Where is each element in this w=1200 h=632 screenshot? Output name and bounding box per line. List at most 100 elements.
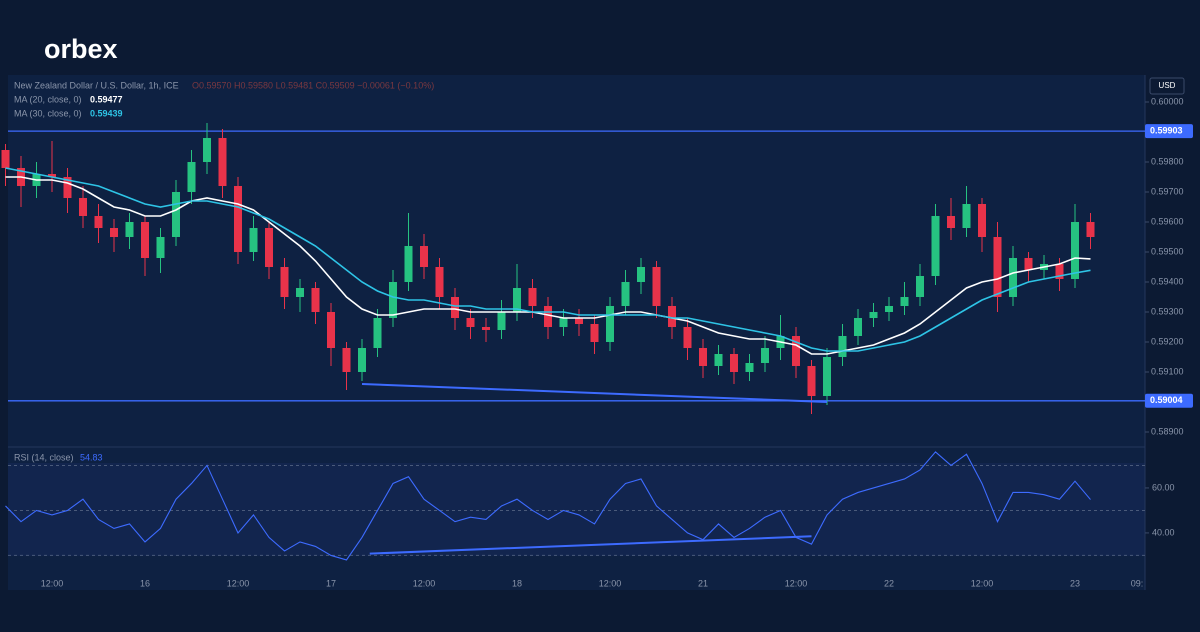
chart-title: New Zealand Dollar / U.S. Dollar, 1h, IC… bbox=[14, 80, 179, 90]
candle-body bbox=[993, 237, 1002, 297]
candle-body bbox=[528, 288, 537, 306]
candle-body bbox=[668, 306, 676, 327]
y-tick-label: 0.59700 bbox=[1151, 186, 1184, 196]
candle-body bbox=[311, 288, 320, 312]
candle-body bbox=[342, 348, 351, 372]
candle-body bbox=[497, 312, 506, 330]
rsi-trendline bbox=[369, 535, 812, 555]
legend-name: MA (20, close, 0) bbox=[14, 94, 82, 104]
candle-body bbox=[141, 222, 149, 258]
candle-body bbox=[466, 318, 475, 327]
candle-body bbox=[187, 162, 196, 192]
candle-body bbox=[559, 318, 568, 327]
candle-body bbox=[1055, 264, 1064, 279]
x-tick-label: 16 bbox=[140, 578, 150, 588]
candle-body bbox=[916, 276, 924, 297]
candle-body bbox=[823, 357, 831, 396]
y-tick-label: 0.59400 bbox=[1151, 276, 1184, 286]
candle-body bbox=[358, 348, 366, 372]
rsi-line bbox=[5, 451, 1091, 561]
candle-body bbox=[435, 267, 444, 297]
y-tick-label: 0.60000 bbox=[1151, 96, 1184, 106]
candle-body bbox=[482, 327, 490, 330]
candle-body bbox=[280, 267, 289, 297]
quote: O0.59570 H0.59580 L0.59481 C0.59509 −0.0… bbox=[192, 80, 434, 90]
candle-body bbox=[1071, 222, 1079, 279]
candle-body bbox=[714, 354, 723, 366]
moving-average bbox=[5, 167, 1091, 352]
candle-body bbox=[606, 306, 614, 342]
x-tick-label: 12:00 bbox=[41, 578, 64, 588]
rsi-name: RSI (14, close) bbox=[14, 452, 74, 462]
level-label: 0.59004 bbox=[1150, 395, 1183, 405]
candle-body bbox=[683, 327, 692, 348]
candle-body bbox=[621, 282, 630, 306]
x-tick-label: 12:00 bbox=[413, 578, 436, 588]
candle-body bbox=[48, 174, 56, 177]
moving-average bbox=[5, 176, 1091, 355]
candle-body bbox=[962, 204, 971, 228]
candle-body bbox=[1024, 258, 1033, 270]
candle-body bbox=[869, 312, 878, 318]
currency-box bbox=[1149, 77, 1185, 95]
candle-body bbox=[420, 246, 428, 267]
candle-body bbox=[373, 318, 382, 348]
x-tick-label: 17 bbox=[326, 578, 336, 588]
candle-body bbox=[172, 192, 180, 237]
candle-body bbox=[218, 138, 227, 186]
x-tick-label: 23 bbox=[1070, 578, 1080, 588]
candle-body bbox=[249, 228, 258, 252]
candle-body bbox=[265, 228, 273, 267]
rsi-tick-label: 40.00 bbox=[1152, 527, 1175, 537]
candle-body bbox=[544, 306, 552, 327]
candle-body bbox=[792, 336, 800, 366]
level-label: 0.59903 bbox=[1150, 125, 1183, 135]
candle-body bbox=[63, 177, 72, 198]
candle-body bbox=[1086, 222, 1095, 237]
candle-body bbox=[513, 288, 521, 312]
candle-body bbox=[296, 288, 304, 297]
candle-body bbox=[931, 216, 940, 276]
logo: orbex bbox=[44, 34, 118, 64]
candle-body bbox=[203, 138, 211, 162]
x-tick-label: 12:00 bbox=[971, 578, 994, 588]
legend-name: MA (30, close, 0) bbox=[14, 108, 82, 118]
candle-body bbox=[404, 246, 413, 282]
level-tag bbox=[1145, 393, 1193, 408]
y-tick-label: 0.59300 bbox=[1151, 306, 1184, 316]
candle-body bbox=[637, 267, 645, 282]
y-tick-label: 0.59500 bbox=[1151, 246, 1184, 256]
legend-value: 0.59477 bbox=[90, 94, 123, 104]
trendline bbox=[361, 383, 828, 403]
candle-body bbox=[1009, 258, 1017, 297]
candle-body bbox=[947, 216, 955, 228]
candle-body bbox=[575, 318, 583, 324]
currency: USD bbox=[1159, 81, 1176, 90]
candle-body bbox=[807, 366, 816, 396]
y-tick-label: 0.59100 bbox=[1151, 366, 1184, 376]
candle-body bbox=[327, 312, 335, 348]
candle-body bbox=[730, 354, 738, 372]
x-tick-label: 12:00 bbox=[785, 578, 808, 588]
candle-body bbox=[885, 306, 893, 312]
y-tick-label: 0.59200 bbox=[1151, 336, 1184, 346]
candle-body bbox=[590, 324, 599, 342]
candle-body bbox=[110, 228, 118, 237]
y-tick-label: 0.59800 bbox=[1151, 156, 1184, 166]
rsi-band bbox=[8, 463, 1145, 556]
candle-body bbox=[699, 348, 707, 366]
candle-body bbox=[79, 198, 87, 216]
x-tick-label: 22 bbox=[884, 578, 894, 588]
candle-body bbox=[900, 297, 909, 306]
candle-body bbox=[94, 216, 103, 228]
rsi-value: 54.83 bbox=[80, 452, 103, 462]
y-tick-label: 0.58900 bbox=[1151, 426, 1184, 436]
candle-body bbox=[125, 222, 134, 237]
legend-value: 0.59439 bbox=[90, 108, 123, 118]
x-tick-label: 12:00 bbox=[227, 578, 250, 588]
candle-body bbox=[652, 267, 661, 306]
rsi-tick-label: 60.00 bbox=[1152, 482, 1175, 492]
candle-body bbox=[854, 318, 862, 336]
